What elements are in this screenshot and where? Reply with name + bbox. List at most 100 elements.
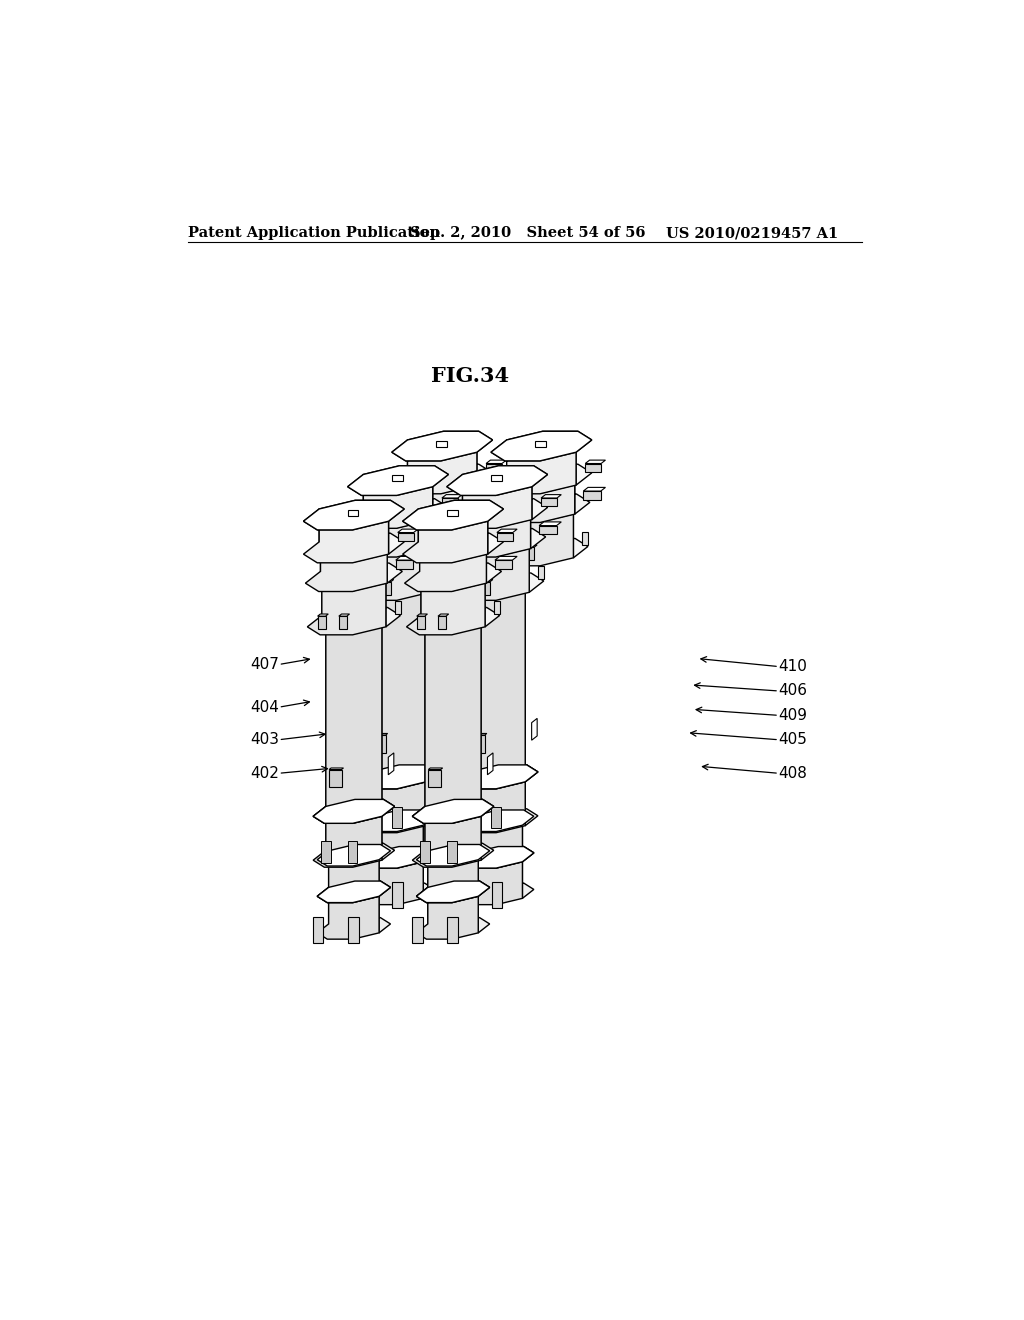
Polygon shape <box>374 734 388 735</box>
Polygon shape <box>464 499 546 549</box>
Polygon shape <box>395 560 414 569</box>
Polygon shape <box>457 582 525 789</box>
Text: 408: 408 <box>778 766 807 781</box>
Text: 407: 407 <box>250 657 279 672</box>
Polygon shape <box>411 495 488 558</box>
Polygon shape <box>495 503 573 566</box>
Polygon shape <box>407 564 500 591</box>
Polygon shape <box>420 841 430 863</box>
Polygon shape <box>493 473 574 523</box>
Polygon shape <box>319 500 404 554</box>
Polygon shape <box>505 545 516 548</box>
Polygon shape <box>370 764 438 826</box>
Polygon shape <box>413 616 481 824</box>
Polygon shape <box>313 616 382 824</box>
Polygon shape <box>357 582 426 789</box>
Polygon shape <box>427 548 435 560</box>
Polygon shape <box>317 614 329 616</box>
Polygon shape <box>373 810 434 862</box>
Text: Patent Application Publication: Patent Application Publication <box>188 226 440 240</box>
Polygon shape <box>465 529 544 593</box>
Polygon shape <box>427 545 438 548</box>
Polygon shape <box>374 735 386 752</box>
Polygon shape <box>349 499 446 528</box>
Polygon shape <box>321 533 402 583</box>
Polygon shape <box>421 564 500 627</box>
Polygon shape <box>392 882 403 908</box>
Polygon shape <box>406 545 417 548</box>
Polygon shape <box>317 851 379 903</box>
Polygon shape <box>417 887 478 939</box>
Polygon shape <box>461 579 472 582</box>
Polygon shape <box>361 810 434 832</box>
Polygon shape <box>322 841 331 863</box>
Polygon shape <box>507 432 592 486</box>
Polygon shape <box>461 846 534 869</box>
Polygon shape <box>490 440 577 494</box>
Polygon shape <box>446 510 458 516</box>
Polygon shape <box>495 495 588 521</box>
Polygon shape <box>526 545 537 548</box>
Polygon shape <box>497 529 517 532</box>
Polygon shape <box>536 441 546 446</box>
Polygon shape <box>395 495 488 521</box>
Polygon shape <box>317 887 379 939</box>
Polygon shape <box>373 846 434 899</box>
Polygon shape <box>303 510 388 562</box>
Polygon shape <box>539 525 557 535</box>
Polygon shape <box>307 564 400 591</box>
Polygon shape <box>497 532 513 541</box>
Polygon shape <box>413 807 481 867</box>
Text: 410: 410 <box>778 659 807 675</box>
Polygon shape <box>395 503 474 566</box>
Polygon shape <box>428 770 440 787</box>
Polygon shape <box>419 500 504 554</box>
Polygon shape <box>425 800 494 861</box>
Polygon shape <box>365 499 446 549</box>
Polygon shape <box>487 752 493 775</box>
Polygon shape <box>425 610 494 816</box>
Text: Sep. 2, 2010   Sheet 54 of 56: Sep. 2, 2010 Sheet 54 of 56 <box>410 226 645 240</box>
Polygon shape <box>449 499 546 528</box>
Polygon shape <box>436 441 446 446</box>
Polygon shape <box>364 466 449 520</box>
Polygon shape <box>531 718 538 741</box>
Polygon shape <box>586 461 605 463</box>
Polygon shape <box>388 752 394 775</box>
Text: 409: 409 <box>778 708 807 723</box>
Polygon shape <box>357 574 438 598</box>
Polygon shape <box>349 508 431 557</box>
Polygon shape <box>305 533 402 562</box>
Polygon shape <box>348 841 357 863</box>
Polygon shape <box>442 498 458 506</box>
Polygon shape <box>412 917 423 942</box>
Polygon shape <box>317 616 326 630</box>
Polygon shape <box>361 846 434 869</box>
Polygon shape <box>494 601 500 614</box>
Polygon shape <box>317 880 390 903</box>
Polygon shape <box>449 508 530 557</box>
Polygon shape <box>541 498 557 506</box>
Polygon shape <box>329 880 390 933</box>
Polygon shape <box>541 495 561 498</box>
Polygon shape <box>392 475 402 482</box>
Polygon shape <box>351 537 430 601</box>
Polygon shape <box>313 807 382 867</box>
Polygon shape <box>538 566 544 579</box>
Polygon shape <box>357 772 426 833</box>
Polygon shape <box>347 466 449 495</box>
Polygon shape <box>442 495 462 498</box>
Polygon shape <box>347 474 433 528</box>
Polygon shape <box>394 465 490 494</box>
Polygon shape <box>420 533 502 583</box>
Polygon shape <box>392 432 493 461</box>
Polygon shape <box>469 764 538 826</box>
Polygon shape <box>457 764 538 789</box>
Polygon shape <box>486 463 502 471</box>
Polygon shape <box>461 582 469 595</box>
Polygon shape <box>457 772 525 833</box>
Text: 405: 405 <box>778 733 807 747</box>
Polygon shape <box>407 572 485 635</box>
Polygon shape <box>472 734 486 735</box>
Polygon shape <box>305 543 387 591</box>
